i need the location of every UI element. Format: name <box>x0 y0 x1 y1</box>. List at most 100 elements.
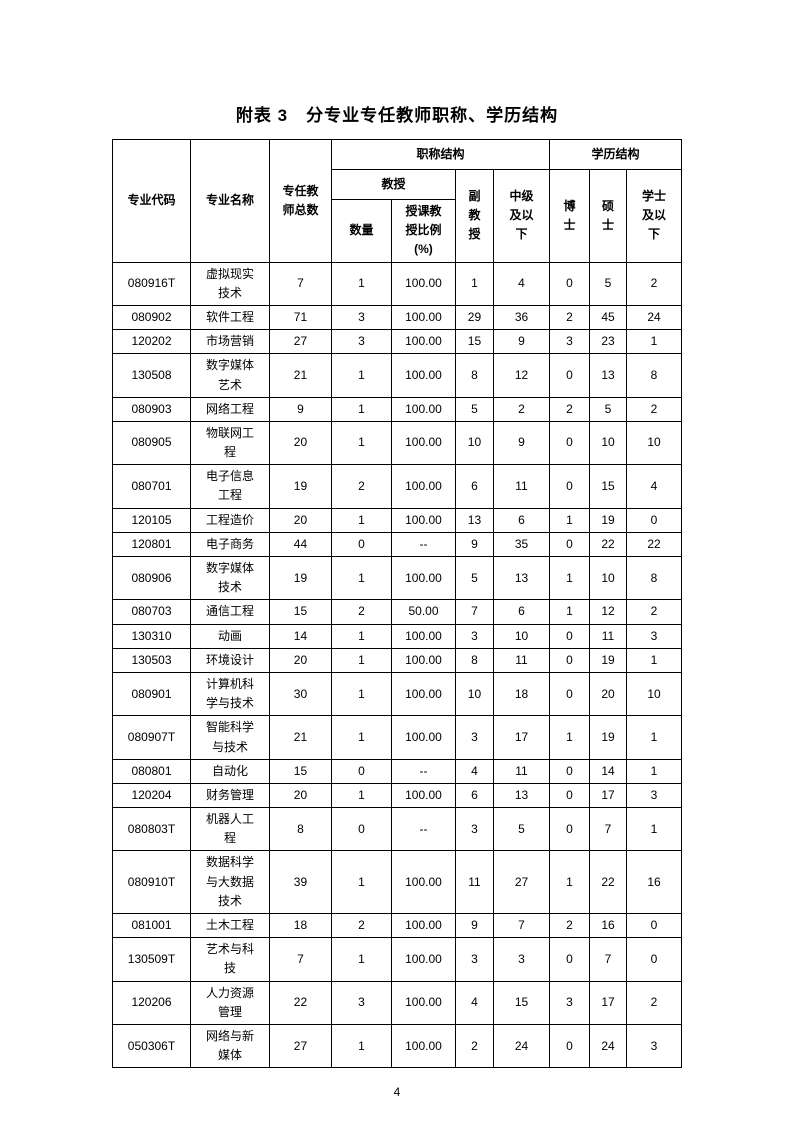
cell-name: 电子信息工程 <box>189 464 270 509</box>
cell-bachelor-below: 2 <box>625 396 683 422</box>
cell-doctor: 1 <box>549 850 590 914</box>
table-row: 130503 环境设计 20 1 100.00 8 11 0 19 1 <box>111 647 683 673</box>
cell-prof-ratio: 100.00 <box>390 396 456 422</box>
cell-mid-below: 18 <box>492 671 551 717</box>
header-master: 硕士 <box>589 169 627 263</box>
cell-assoc-prof: 4 <box>454 758 494 784</box>
cell-prof-ratio: 100.00 <box>390 850 456 914</box>
cell-master: 24 <box>589 1023 627 1069</box>
cell-doctor: 1 <box>549 599 590 625</box>
cell-total: 19 <box>268 555 332 601</box>
cell-total: 71 <box>268 304 332 331</box>
cell-doctor: 0 <box>549 758 590 784</box>
cell-master: 14 <box>589 758 627 784</box>
cell-assoc-prof: 3 <box>454 807 494 852</box>
cell-prof-ratio: 100.00 <box>390 647 456 673</box>
cell-code: 120105 <box>111 507 191 533</box>
cell-bachelor-below: 8 <box>625 555 683 601</box>
cell-doctor: 0 <box>549 1023 590 1069</box>
page-title: 附表 3 分专业专任教师职称、学历结构 <box>235 106 559 125</box>
cell-prof-count: 0 <box>330 531 392 558</box>
table-body: 080916T 虚拟现实技术 7 1 100.00 1 4 0 5 2 080902 软件工程 71 3 1… <box>111 261 683 1069</box>
cell-master: 19 <box>589 647 627 673</box>
cell-bachelor-below: 1 <box>625 758 683 784</box>
cell-prof-ratio: 100.00 <box>390 912 456 939</box>
cell-mid-below: 11 <box>492 647 551 673</box>
cell-master: 45 <box>589 304 627 331</box>
cell-mid-below: 36 <box>492 304 551 331</box>
cell-total: 27 <box>268 329 332 355</box>
header-professor-count: 数量 <box>330 199 392 263</box>
cell-name: 机器人工程 <box>189 807 270 852</box>
cell-master: 19 <box>589 715 627 760</box>
cell-master: 13 <box>589 353 627 398</box>
cell-total: 7 <box>268 937 332 982</box>
cell-doctor: 0 <box>549 353 590 398</box>
cell-code: 130310 <box>111 623 191 649</box>
cell-bachelor-below: 0 <box>625 507 683 533</box>
table-row: 120202 市场营销 27 3 100.00 15 9 3 23 1 <box>111 329 683 355</box>
cell-code: 080902 <box>111 304 191 331</box>
header-teaching-professor-ratio: 授课教授比例(%) <box>390 199 456 263</box>
header-total-teachers: 专任教师总数 <box>268 139 332 263</box>
cell-code: 080701 <box>111 464 191 509</box>
cell-assoc-prof: 3 <box>454 623 494 649</box>
table-row: 130509T 艺术与科技 7 1 100.00 3 3 0 7 0 <box>111 937 683 982</box>
cell-total: 19 <box>268 464 332 509</box>
cell-master: 20 <box>589 671 627 717</box>
cell-master: 12 <box>589 599 627 625</box>
cell-mid-below: 13 <box>492 555 551 601</box>
header-education-structure: 学历结构 <box>548 139 683 170</box>
cell-master: 7 <box>589 807 627 852</box>
cell-bachelor-below: 0 <box>625 937 683 982</box>
cell-code: 080907T <box>111 715 191 760</box>
cell-prof-count: 1 <box>330 420 392 466</box>
cell-mid-below: 10 <box>492 623 551 649</box>
cell-prof-count: 2 <box>330 599 392 625</box>
cell-doctor: 0 <box>549 420 590 466</box>
cell-mid-below: 11 <box>492 758 551 784</box>
cell-prof-count: 1 <box>330 396 392 422</box>
cell-name: 自动化 <box>189 758 270 784</box>
cell-mid-below: 6 <box>492 507 551 533</box>
cell-code: 130508 <box>111 353 191 398</box>
cell-name: 工程造价 <box>189 507 270 533</box>
cell-code: 080906 <box>111 555 191 601</box>
cell-code: 080905 <box>111 420 191 466</box>
cell-bachelor-below: 1 <box>625 647 683 673</box>
cell-bachelor-below: 24 <box>625 304 683 331</box>
cell-bachelor-below: 2 <box>625 261 683 306</box>
cell-prof-count: 1 <box>330 1023 392 1069</box>
table-row: 080701 电子信息工程 19 2 100.00 6 11 0 15 4 <box>111 464 683 509</box>
cell-total: 44 <box>268 531 332 558</box>
cell-mid-below: 7 <box>492 912 551 939</box>
cell-assoc-prof: 5 <box>454 396 494 422</box>
cell-bachelor-below: 10 <box>625 671 683 717</box>
table-row: 120204 财务管理 20 1 100.00 6 13 0 17 3 <box>111 782 683 809</box>
cell-code: 080703 <box>111 599 191 625</box>
cell-master: 10 <box>589 420 627 466</box>
cell-code: 080910T <box>111 850 191 914</box>
cell-doctor: 1 <box>549 507 590 533</box>
cell-assoc-prof: 1 <box>454 261 494 306</box>
cell-master: 22 <box>589 531 627 558</box>
cell-prof-count: 1 <box>330 647 392 673</box>
cell-name: 财务管理 <box>189 782 270 809</box>
cell-total: 15 <box>268 758 332 784</box>
cell-mid-below: 11 <box>492 464 551 509</box>
cell-prof-ratio: 100.00 <box>390 715 456 760</box>
cell-name: 环境设计 <box>189 647 270 673</box>
cell-total: 15 <box>268 599 332 625</box>
cell-bachelor-below: 8 <box>625 353 683 398</box>
cell-prof-ratio: 100.00 <box>390 1023 456 1069</box>
cell-assoc-prof: 3 <box>454 937 494 982</box>
cell-assoc-prof: 29 <box>454 304 494 331</box>
cell-total: 39 <box>268 850 332 914</box>
cell-name: 网络工程 <box>189 396 270 422</box>
cell-assoc-prof: 9 <box>454 531 494 558</box>
cell-prof-ratio: -- <box>390 807 456 852</box>
cell-prof-ratio: -- <box>390 531 456 558</box>
cell-mid-below: 12 <box>492 353 551 398</box>
cell-total: 20 <box>268 782 332 809</box>
